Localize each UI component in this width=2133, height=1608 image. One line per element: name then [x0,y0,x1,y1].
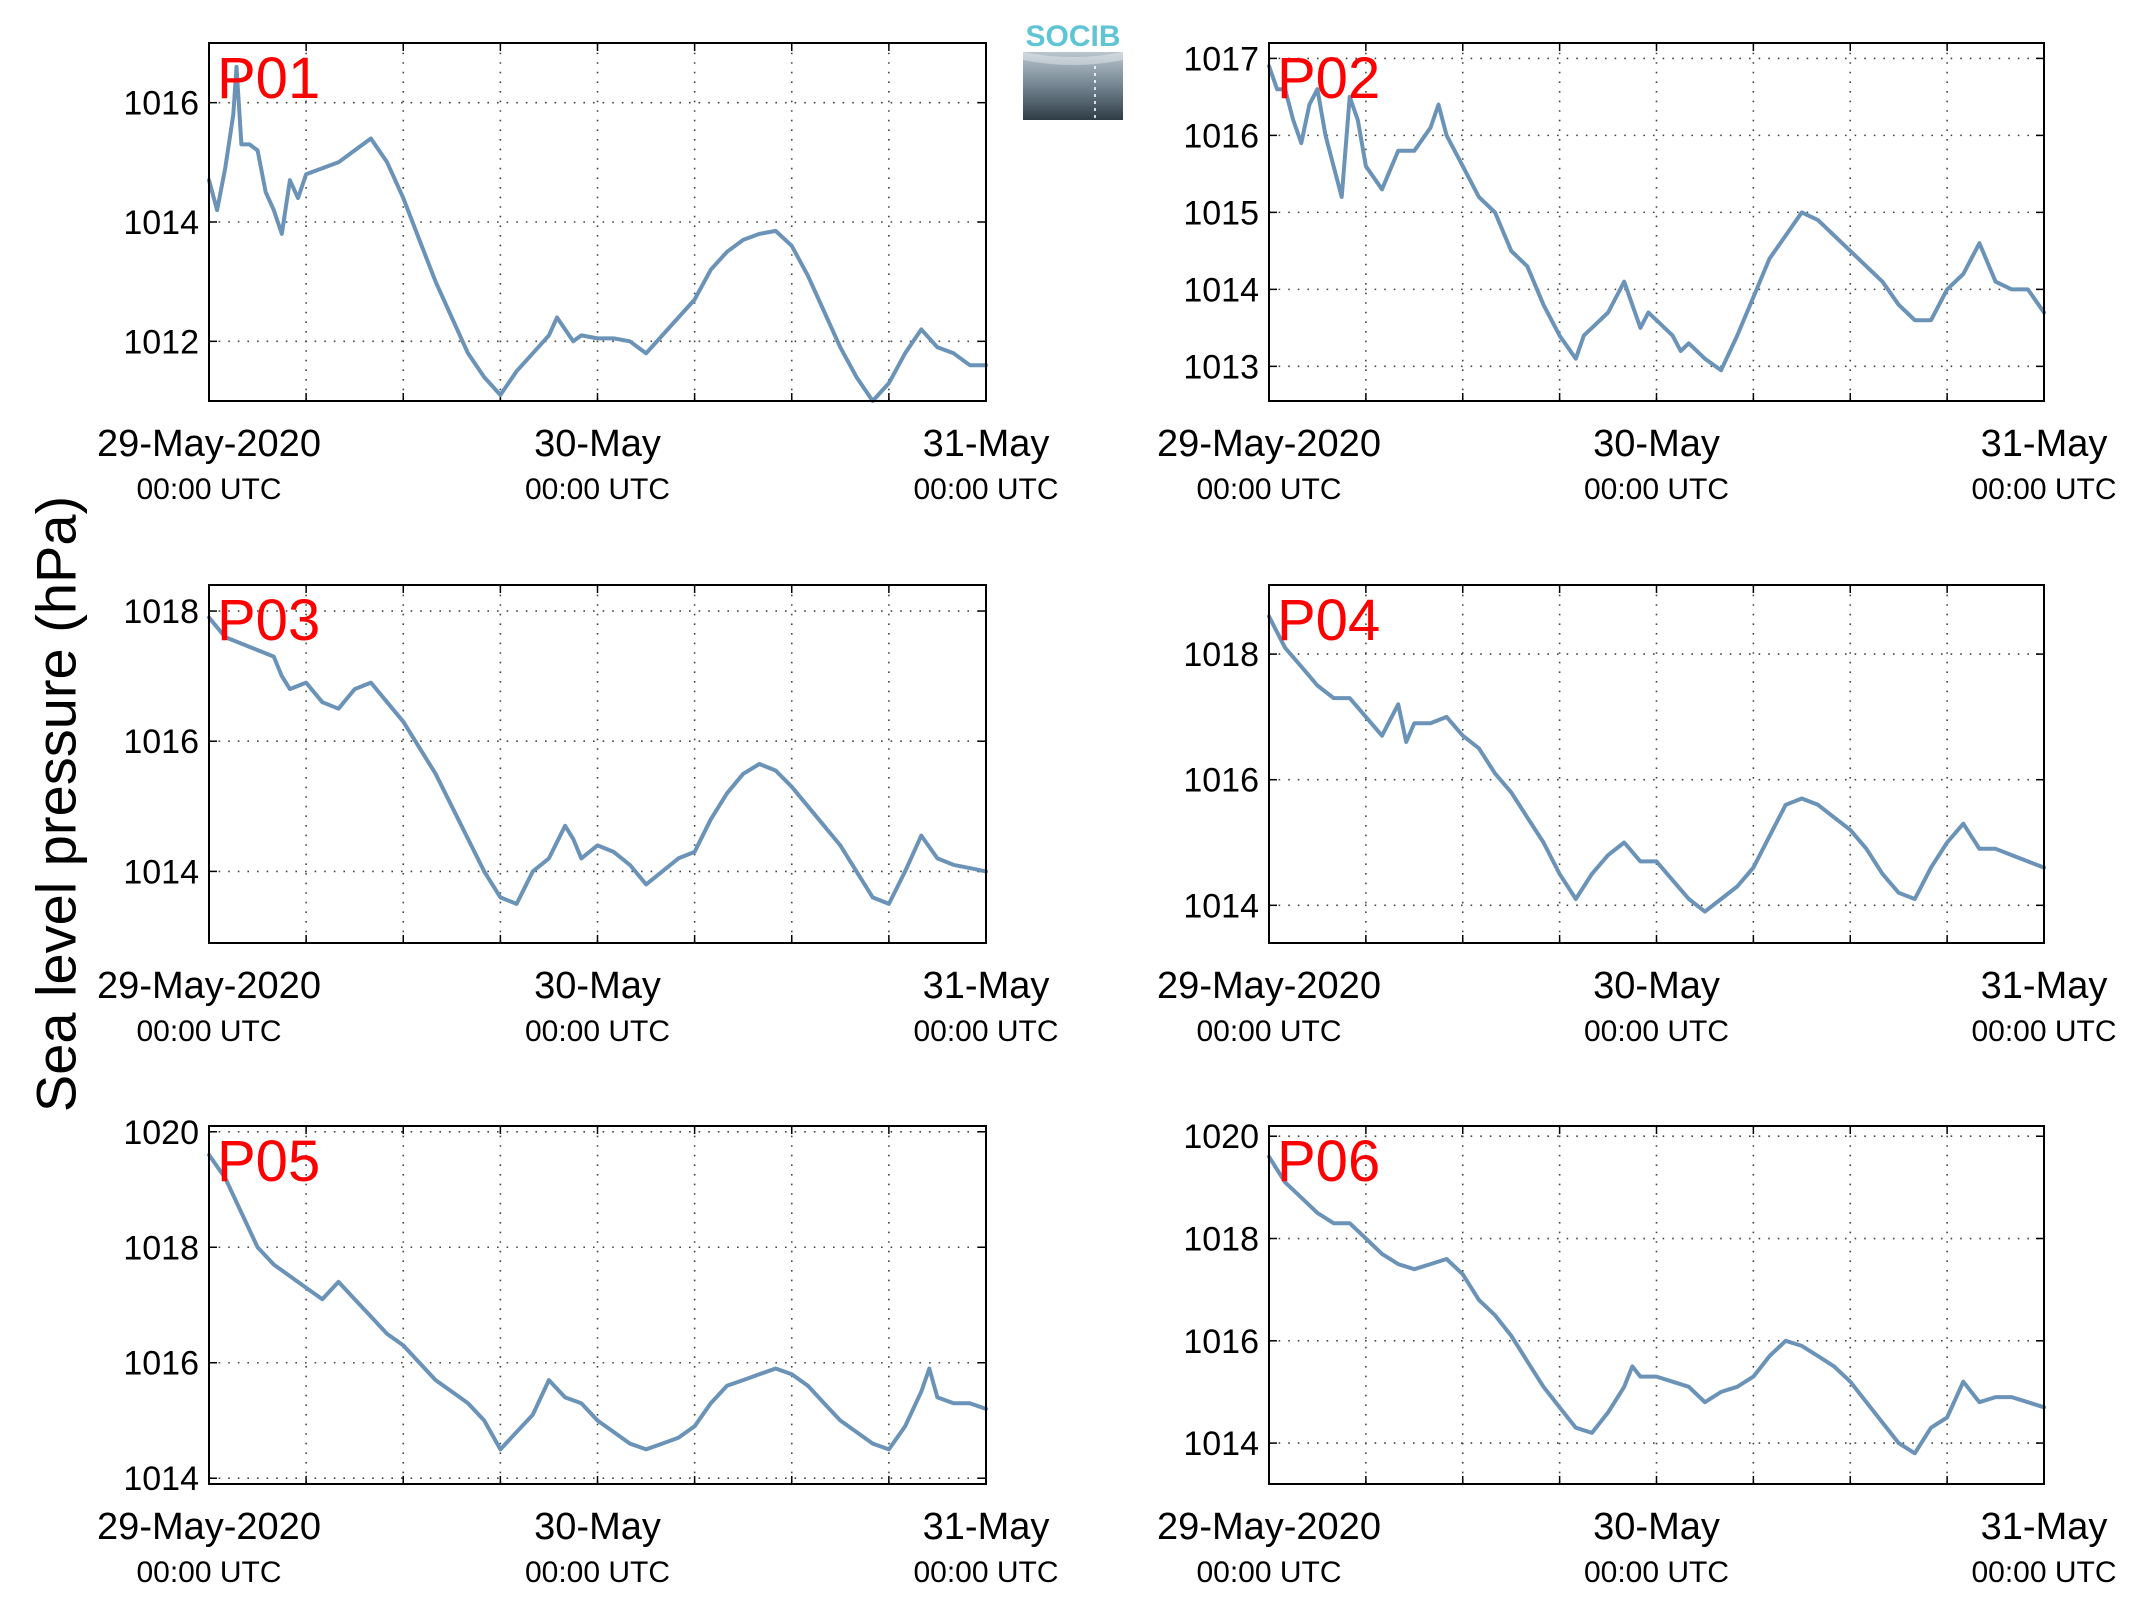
y-tick-label: 1018 [1183,1221,1259,1259]
x-tick-label-date: 29-May-2020 [97,1506,321,1548]
x-tick-label-time: 00:00 UTC [1196,1556,1341,1589]
socib-logo: SOCIB [1023,20,1123,120]
y-tick-label: 1016 [1183,117,1259,155]
y-tick-label: 1016 [1183,762,1259,800]
x-tick-label-time: 00:00 UTC [525,1015,670,1048]
panel-p03: 1014 1016 1018 29-May-2020 00:00 UTC 30-May 00… [97,584,1059,1048]
x-tick-label-date: 31-May [1981,423,2108,465]
x-tick-label-date: 31-May [1981,965,2108,1007]
panel-label: P05 [217,1129,320,1194]
y-tick-label: 1016 [123,723,199,761]
y-tick-label: 1017 [1183,40,1259,78]
series-line [1267,64,2046,373]
axes-frame [1268,42,2045,402]
x-tick-label-time: 00:00 UTC [1971,1556,2116,1589]
x-tick-label-time: 00:00 UTC [913,1015,1058,1048]
x-tick-label-time: 00:00 UTC [1196,473,1341,506]
panel-label: P02 [1277,46,1380,111]
x-tick-label-date: 30-May [534,1506,661,1548]
panel-p01: 1012 1014 1016 29-May-2020 00:00 UTC 30-May 00… [97,42,1059,506]
x-tick-label-time: 00:00 UTC [1584,473,1729,506]
y-tick-label: 1016 [1183,1323,1259,1361]
y-tick-label: 1012 [123,323,199,361]
x-tick-label-time: 00:00 UTC [1971,473,2116,506]
y-tick-label: 1018 [123,593,199,631]
x-tick-label-time: 00:00 UTC [913,1556,1058,1589]
y-tick-label: 1014 [1183,271,1259,309]
x-tick-label-time: 00:00 UTC [136,1015,281,1048]
y-axis-label: Sea level pressure (hPa) [24,495,88,1113]
series-line [1267,1154,2046,1456]
series-line [207,64,988,403]
panel-p04: 1014 1016 1018 29-May-2020 00:00 UTC 30-May 00… [1157,584,2117,1048]
axes-frame [208,1125,987,1485]
logo-text: SOCIB [1025,20,1120,53]
x-tick-label-date: 31-May [1981,1506,2108,1548]
x-tick-label-date: 31-May [923,965,1050,1007]
panel-p02: 1013 1014 1015 1016 1017 29-May-2020 00:00 UTC… [1157,40,2116,506]
panel-p06: 1014 1016 1018 1020 29-May-2020 00:00 UTC 30-M… [1157,1118,2116,1589]
x-tick-label-date: 30-May [1593,1506,1720,1548]
x-tick-label-time: 00:00 UTC [136,1556,281,1589]
axes-frame [1268,584,2045,944]
y-tick-label: 1018 [123,1229,199,1267]
y-tick-label: 1014 [123,853,199,891]
series-line [207,1152,988,1452]
x-tick-label-time: 00:00 UTC [1971,1015,2116,1048]
x-tick-label-date: 31-May [923,423,1050,465]
x-tick-label-time: 00:00 UTC [913,473,1058,506]
x-tick-label-date: 30-May [534,965,661,1007]
x-tick-label-date: 30-May [1593,965,1720,1007]
x-tick-label-date: 30-May [534,423,661,465]
x-tick-label-time: 00:00 UTC [136,473,281,506]
panel-label: P03 [217,588,320,653]
y-tick-label: 1013 [1183,348,1259,386]
y-tick-label: 1014 [1183,887,1259,925]
y-tick-label: 1020 [1183,1118,1259,1156]
y-tick-label: 1014 [123,1460,199,1498]
panel-label: P04 [1277,588,1380,653]
x-tick-label-date: 30-May [1593,423,1720,465]
axes-frame [208,42,987,402]
x-tick-label-date: 29-May-2020 [1157,1506,1381,1548]
y-tick-label: 1018 [1183,636,1259,674]
x-tick-label-time: 00:00 UTC [1196,1015,1341,1048]
series-line [1267,614,2046,914]
y-tick-label: 1016 [123,85,199,123]
y-tick-label: 1016 [123,1345,199,1383]
panel-label: P06 [1277,1129,1380,1194]
x-tick-label-time: 00:00 UTC [525,1556,670,1589]
axes-frame [208,584,987,944]
panel-label: P01 [217,46,320,111]
y-tick-label: 1014 [123,204,199,242]
x-tick-label-date: 29-May-2020 [1157,423,1381,465]
x-tick-label-date: 29-May-2020 [97,965,321,1007]
x-tick-label-time: 00:00 UTC [1584,1015,1729,1048]
x-tick-label-date: 29-May-2020 [97,423,321,465]
y-tick-label: 1015 [1183,194,1259,232]
y-tick-label: 1014 [1183,1425,1259,1463]
x-tick-label-date: 29-May-2020 [1157,965,1381,1007]
x-tick-label-time: 00:00 UTC [1584,1556,1729,1589]
y-tick-label: 1020 [123,1114,199,1152]
series-line [207,615,988,906]
panel-p05: 1014 1016 1018 1020 29-May-2020 00:00 UTC 30-M… [97,1114,1058,1589]
x-tick-label-date: 31-May [923,1506,1050,1548]
x-tick-label-time: 00:00 UTC [525,473,670,506]
axes-frame [1268,1125,2045,1485]
